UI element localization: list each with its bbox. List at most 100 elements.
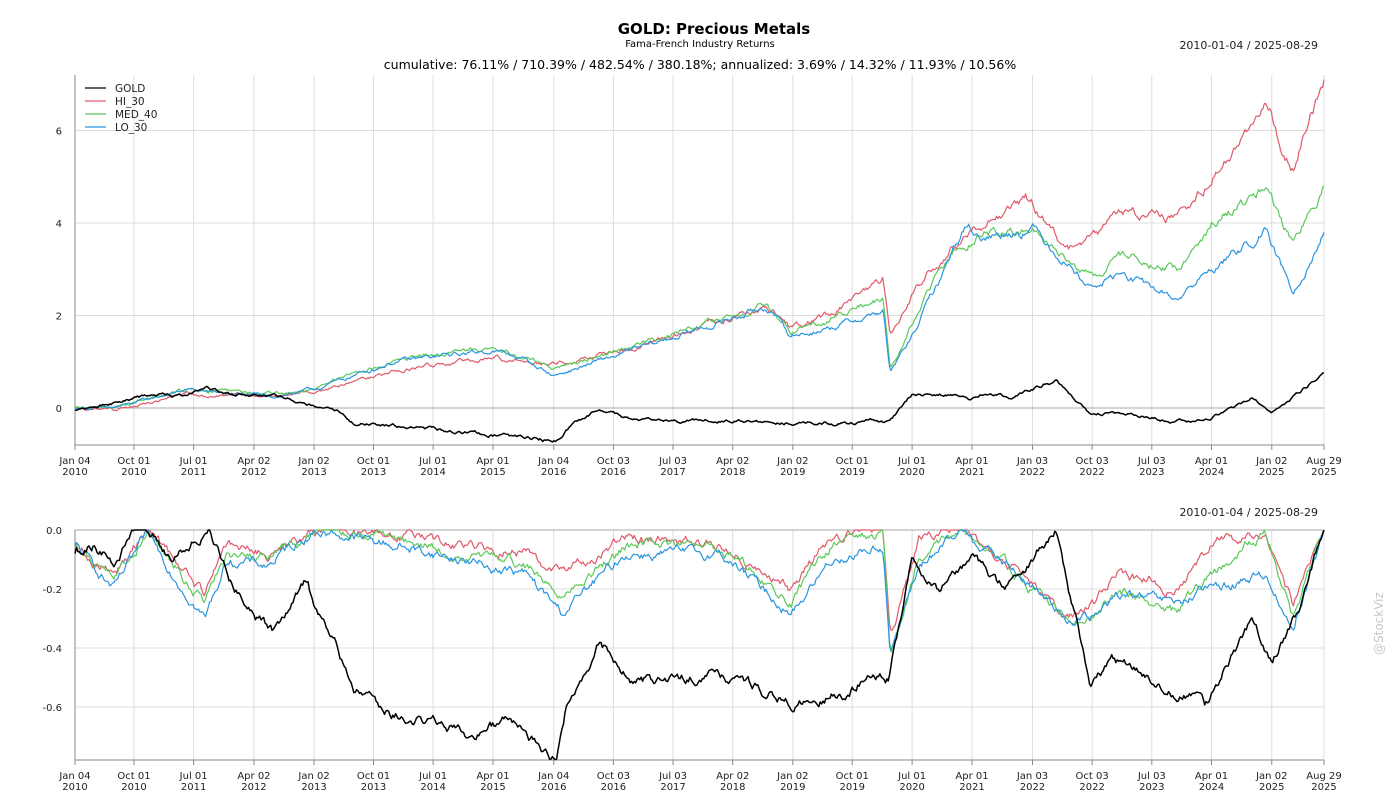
- x-tick-year: 2018: [720, 782, 745, 793]
- x-tick-year: 2025: [1311, 782, 1336, 793]
- x-tick-year: 2011: [181, 782, 206, 793]
- x-tick-label: Oct 01: [836, 456, 869, 467]
- x-tick-year: 2017: [660, 782, 685, 793]
- legend-label-hi-30: HI_30: [115, 96, 145, 108]
- x-tick-label: Jul 01: [897, 771, 926, 782]
- x-tick-label: Jan 03: [1016, 456, 1048, 467]
- x-tick-year: 2013: [301, 782, 326, 793]
- x-tick-label: Jan 03: [1016, 771, 1048, 782]
- x-tick-label: Oct 03: [597, 456, 630, 467]
- x-tick-year: 2025: [1311, 467, 1336, 478]
- x-tick-label: Jan 02: [776, 456, 808, 467]
- x-tick-year: 2013: [361, 782, 386, 793]
- x-tick-year: 2020: [899, 782, 924, 793]
- series-line-hi-30: [74, 79, 1325, 412]
- x-tick-year: 2012: [241, 782, 266, 793]
- x-tick-year: 2014: [420, 467, 445, 478]
- series-line-lo-30: [74, 529, 1325, 652]
- x-tick-year: 2016: [541, 467, 566, 478]
- x-tick-label: Apr 01: [955, 771, 988, 782]
- x-tick-year: 2021: [959, 467, 984, 478]
- x-tick-label: Oct 01: [357, 456, 390, 467]
- x-tick-label: Jul 03: [658, 771, 687, 782]
- x-tick-year: 2011: [181, 467, 206, 478]
- x-tick-year: 2013: [361, 467, 386, 478]
- x-tick-year: 2023: [1139, 467, 1164, 478]
- x-tick-year: 2010: [62, 782, 87, 793]
- x-tick-label: Jan 02: [1255, 456, 1287, 467]
- x-tick-label: Apr 01: [1195, 771, 1228, 782]
- y-tick-label: -0.4: [42, 644, 62, 655]
- x-tick-label: Oct 01: [836, 771, 869, 782]
- date-range-bottom: 2010-01-04 / 2025-08-29: [1179, 506, 1318, 519]
- x-tick-label: Jul 01: [418, 456, 447, 467]
- x-tick-label: Jan 04: [537, 771, 569, 782]
- series-line-gold: [74, 529, 1325, 761]
- x-tick-label: Apr 02: [237, 771, 270, 782]
- date-range-top: 2010-01-04 / 2025-08-29: [1179, 39, 1318, 52]
- x-tick-label: Apr 01: [476, 456, 509, 467]
- x-tick-year: 2022: [1079, 782, 1104, 793]
- y-tick-label: 0.0: [46, 526, 62, 537]
- x-tick-label: Jul 01: [179, 456, 208, 467]
- legend-label-lo-30: LO_30: [115, 122, 147, 134]
- stats-line: cumulative: 76.11% / 710.39% / 482.54% /…: [383, 57, 1017, 72]
- x-tick-year: 2010: [121, 782, 146, 793]
- x-tick-year: 2015: [480, 782, 505, 793]
- y-tick-label: -0.2: [42, 585, 62, 596]
- y-tick-label: 2: [56, 312, 62, 323]
- x-tick-year: 2018: [720, 467, 745, 478]
- x-tick-label: Jan 04: [537, 456, 569, 467]
- x-tick-year: 2015: [480, 467, 505, 478]
- x-tick-label: Apr 02: [237, 456, 270, 467]
- x-tick-year: 2023: [1139, 782, 1164, 793]
- x-tick-year: 2013: [301, 467, 326, 478]
- x-tick-year: 2019: [780, 467, 805, 478]
- x-tick-label: Jan 02: [297, 456, 329, 467]
- x-tick-year: 2022: [1079, 467, 1104, 478]
- x-tick-label: Apr 02: [716, 456, 749, 467]
- x-tick-year: 2025: [1259, 467, 1284, 478]
- x-tick-label: Jul 01: [179, 771, 208, 782]
- y-tick-label: -0.6: [42, 703, 62, 714]
- x-tick-label: Oct 01: [117, 771, 150, 782]
- x-tick-label: Apr 01: [955, 456, 988, 467]
- x-tick-label: Jul 03: [658, 456, 687, 467]
- x-tick-year: 2020: [899, 467, 924, 478]
- x-tick-year: 2017: [660, 467, 685, 478]
- series-line-hi-30: [74, 529, 1325, 631]
- x-tick-year: 2024: [1199, 782, 1224, 793]
- x-tick-label: Oct 01: [357, 771, 390, 782]
- series-line-med-40: [74, 529, 1325, 653]
- x-tick-label: Jan 04: [58, 771, 90, 782]
- page-title: GOLD: Precious Metals: [617, 20, 811, 38]
- x-tick-year: 2019: [840, 782, 865, 793]
- x-tick-label: Apr 01: [1195, 456, 1228, 467]
- x-tick-label: Oct 03: [597, 771, 630, 782]
- x-tick-label: Jan 04: [58, 456, 90, 467]
- x-tick-label: Aug 29: [1306, 771, 1341, 782]
- series-line-gold: [75, 372, 1325, 443]
- y-tick-label: 4: [56, 219, 62, 230]
- x-tick-label: Jul 01: [897, 456, 926, 467]
- x-tick-label: Oct 03: [1076, 771, 1109, 782]
- x-tick-year: 2010: [121, 467, 146, 478]
- x-tick-year: 2021: [959, 782, 984, 793]
- x-tick-label: Apr 01: [476, 771, 509, 782]
- x-tick-label: Aug 29: [1306, 456, 1341, 467]
- x-tick-year: 2022: [1020, 782, 1045, 793]
- x-tick-year: 2010: [62, 467, 87, 478]
- x-tick-label: Oct 01: [117, 456, 150, 467]
- legend-label-med-40: MED_40: [115, 109, 157, 121]
- x-tick-year: 2022: [1020, 467, 1045, 478]
- x-tick-year: 2019: [780, 782, 805, 793]
- x-tick-year: 2016: [601, 467, 626, 478]
- series-line-med-40: [74, 185, 1325, 409]
- x-tick-year: 2014: [420, 782, 445, 793]
- x-tick-year: 2016: [601, 782, 626, 793]
- legend-label-gold: GOLD: [115, 83, 145, 95]
- x-tick-label: Oct 03: [1076, 456, 1109, 467]
- x-tick-label: Jan 02: [776, 771, 808, 782]
